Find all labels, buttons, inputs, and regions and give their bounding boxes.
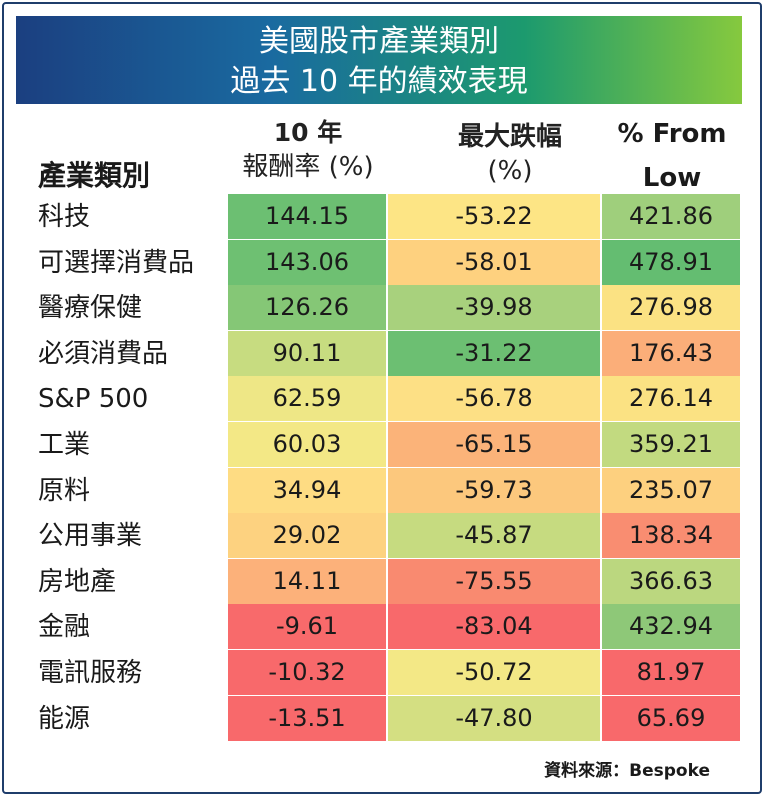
row-label-sector: 金融 (38, 612, 91, 642)
title-banner: 美國股市產業類別 過去 10 年的績效表現 (16, 16, 742, 104)
cell-drawdown: -45.87 (388, 513, 600, 558)
cell-drawdown: -59.73 (388, 468, 600, 513)
header-drawdown-line-1: 最大跌幅 (457, 122, 562, 152)
row-label-sector: 公用事業 (38, 521, 143, 551)
cell-return: 29.02 (228, 513, 386, 558)
cell-from-low: 276.14 (602, 376, 740, 421)
cell-drawdown: -50.72 (388, 650, 600, 695)
cell-return: 143.06 (228, 240, 386, 285)
row-label-sector: 房地產 (38, 567, 117, 597)
cell-from-low: 421.86 (602, 194, 740, 239)
row-label-sector: 電訊服務 (38, 658, 143, 688)
cell-return: -9.61 (228, 604, 386, 649)
cell-from-low: 366.63 (602, 559, 740, 604)
cell-return: 126.26 (228, 285, 386, 330)
cell-drawdown: -39.98 (388, 285, 600, 330)
cell-from-low: 138.34 (602, 513, 740, 558)
source-note: 資料來源：Bespoke (544, 761, 710, 781)
cell-from-low: 432.94 (602, 604, 740, 649)
cell-drawdown: -65.15 (388, 422, 600, 467)
header-from-low: % From Low (604, 112, 740, 200)
cell-from-low: 65.69 (602, 696, 740, 741)
cell-drawdown: -58.01 (388, 240, 600, 285)
cell-drawdown: -31.22 (388, 331, 600, 376)
cell-drawdown: -47.80 (388, 696, 600, 741)
header-from-low-line-2: Low (642, 163, 702, 193)
cell-drawdown: -83.04 (388, 604, 600, 649)
cell-from-low: 478.91 (602, 240, 740, 285)
header-return-line-2: 報酬率 (%) (242, 152, 374, 182)
row-label-sector: 必須消費品 (38, 339, 169, 369)
header-return: 10 年 報酬率 (%) (228, 116, 388, 184)
row-label-sector: 科技 (38, 202, 91, 232)
header-return-line-1: 10 年 (273, 118, 343, 147)
row-label-sector: 工業 (38, 430, 91, 460)
header-category: 產業類別 (38, 159, 151, 192)
cell-from-low: 176.43 (602, 331, 740, 376)
title-line-2: 過去 10 年的績效表現 (230, 64, 528, 99)
row-label-sector: 可選擇消費品 (38, 248, 195, 278)
cell-return: -13.51 (228, 696, 386, 741)
cell-return: 62.59 (228, 376, 386, 421)
cell-return: -10.32 (228, 650, 386, 695)
title-line-1: 美國股市產業類別 (259, 24, 499, 59)
cell-from-low: 81.97 (602, 650, 740, 695)
cell-return: 34.94 (228, 468, 386, 513)
cell-from-low: 276.98 (602, 285, 740, 330)
cell-from-low: 235.07 (602, 468, 740, 513)
cell-drawdown: -53.22 (388, 194, 600, 239)
header-drawdown: 最大跌幅 (%) (420, 120, 600, 188)
cell-from-low: 359.21 (602, 422, 740, 467)
cell-return: 60.03 (228, 422, 386, 467)
cell-drawdown: -75.55 (388, 559, 600, 604)
row-label-sector: S&P 500 (38, 384, 149, 414)
cell-return: 14.11 (228, 559, 386, 604)
header-drawdown-line-2: (%) (487, 156, 533, 186)
row-label-sector: 能源 (38, 704, 91, 734)
header-from-low-line-1: % From (617, 119, 727, 149)
cell-return: 144.15 (228, 194, 386, 239)
row-label-sector: 醫療保健 (38, 293, 143, 323)
cell-drawdown: -56.78 (388, 376, 600, 421)
cell-return: 90.11 (228, 331, 386, 376)
row-label-sector: 原料 (38, 476, 91, 506)
